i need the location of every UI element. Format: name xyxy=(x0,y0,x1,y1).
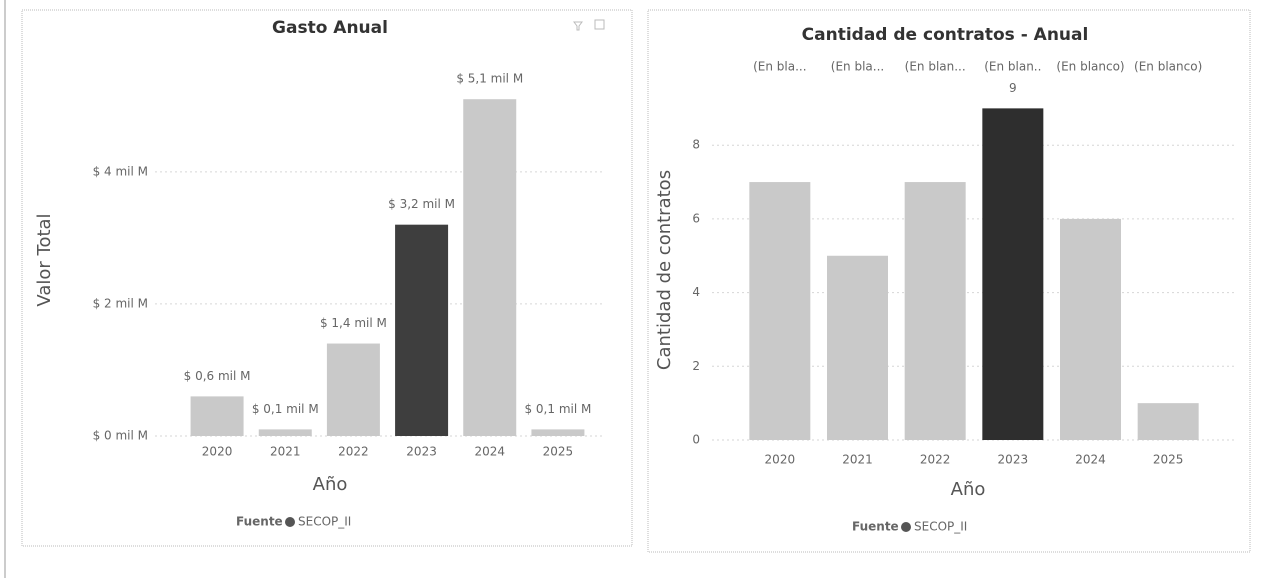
bar xyxy=(827,255,888,440)
x-tick-label: 2021 xyxy=(842,453,873,467)
x-tick-label: 2025 xyxy=(543,445,574,459)
data-label: $ 0,6 mil M xyxy=(184,369,251,383)
bar xyxy=(749,182,811,440)
legend-marker xyxy=(285,517,295,527)
x-tick-label: 2024 xyxy=(474,445,505,459)
x-tick-label: 2025 xyxy=(1153,453,1184,467)
data-label: 9 xyxy=(1009,81,1017,95)
x-tick-label: 2022 xyxy=(338,445,369,459)
y-axis-title: Valor Total xyxy=(34,213,55,306)
toolbar-icons[interactable] xyxy=(573,19,605,31)
x-tick-label: 2023 xyxy=(998,453,1029,467)
y-tick-label: 6 xyxy=(692,211,700,225)
x-tick-label: 2023 xyxy=(406,445,437,459)
data-label: $ 0,1 mil M xyxy=(524,402,591,416)
x-axis-title: Año xyxy=(313,474,348,495)
bar xyxy=(904,182,966,440)
x-tick-label: 2022 xyxy=(920,453,951,467)
bar xyxy=(395,224,449,436)
bar xyxy=(326,343,380,436)
bar xyxy=(531,429,585,436)
x-tick-label: 2024 xyxy=(1075,453,1106,467)
data-label: $ 5,1 mil M xyxy=(456,72,523,86)
bar xyxy=(1060,218,1121,440)
y-tick-label: $ 0 mil M xyxy=(93,429,148,443)
chart-title: Cantidad de contratos - Anual xyxy=(802,25,1089,45)
bar xyxy=(258,429,312,436)
y-tick-label: 8 xyxy=(692,138,700,152)
y-tick-label: $ 4 mil M xyxy=(93,164,148,178)
annotation: (En bla... xyxy=(753,60,806,74)
legend-title: Fuente xyxy=(236,515,283,529)
x-tick-label: 2020 xyxy=(765,453,796,467)
panel xyxy=(21,9,633,547)
y-tick-label: 0 xyxy=(692,433,700,447)
y-tick-label: $ 2 mil M xyxy=(93,296,148,310)
legend-label: SECOP_II xyxy=(914,520,967,534)
y-tick-label: 4 xyxy=(692,285,700,299)
bar xyxy=(190,396,244,436)
annotation: (En blanco) xyxy=(1056,60,1124,74)
annotation: (En blan... xyxy=(905,60,966,74)
annotation: (En blanco) xyxy=(1134,60,1202,74)
x-tick-label: 2020 xyxy=(202,445,233,459)
bar xyxy=(1137,403,1199,440)
bar xyxy=(463,99,517,436)
x-tick-label: 2021 xyxy=(270,445,301,459)
annotation: (En bla... xyxy=(831,60,884,74)
y-tick-label: 2 xyxy=(692,359,700,373)
y-axis-title: Cantidad de contratos xyxy=(654,170,675,370)
annotation: (En blan.. xyxy=(984,60,1041,74)
data-label: $ 0,1 mil M xyxy=(252,402,319,416)
legend-marker xyxy=(901,522,911,532)
bar xyxy=(982,108,1044,440)
legend-title: Fuente xyxy=(852,520,899,534)
data-label: $ 3,2 mil M xyxy=(388,197,455,211)
x-axis-title: Año xyxy=(951,479,986,500)
chart-title: Gasto Anual xyxy=(272,18,388,38)
legend-label: SECOP_II xyxy=(298,515,351,529)
data-label: $ 1,4 mil M xyxy=(320,316,387,330)
